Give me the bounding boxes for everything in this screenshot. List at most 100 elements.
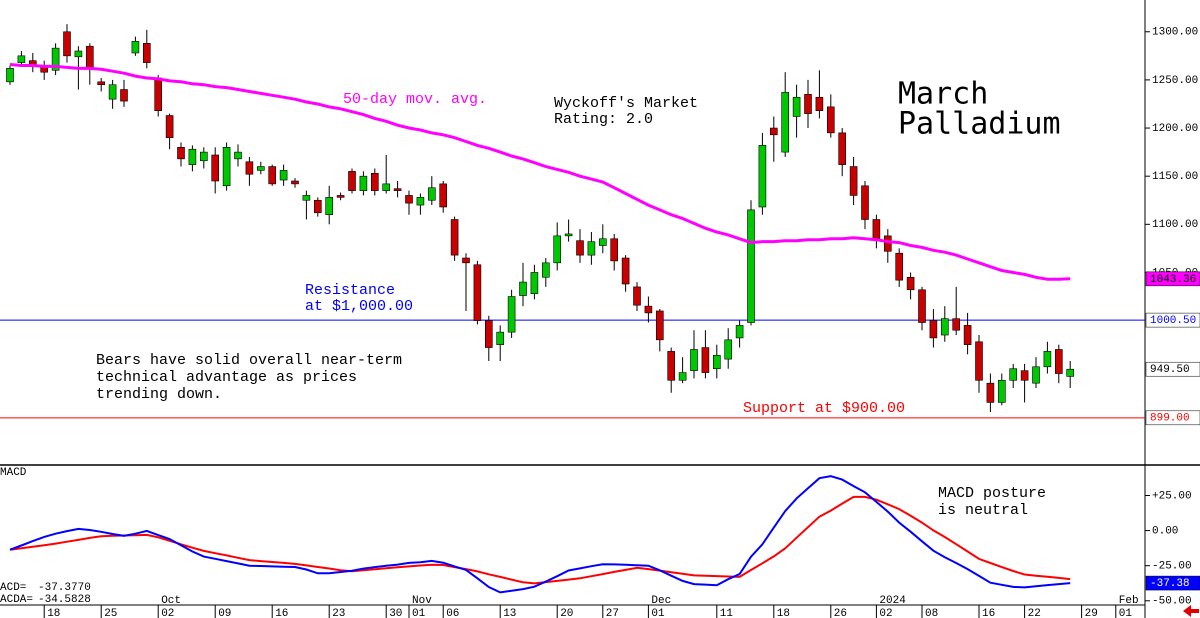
candle-body — [416, 197, 425, 206]
x-tick-label: 30 — [389, 608, 402, 618]
x-tick-label: 01 — [412, 608, 426, 618]
x-tick-label: 06 — [446, 608, 459, 618]
x-tick-label: 16 — [982, 608, 995, 618]
scroll-arrow-icon[interactable] — [1183, 605, 1199, 617]
candle-body — [188, 148, 197, 165]
candle-body — [211, 154, 219, 182]
panel-title: MACD — [0, 467, 27, 479]
candle-body — [405, 195, 413, 204]
indicator-line — [9, 475, 1071, 594]
candle-body — [177, 146, 185, 160]
candle-body — [929, 320, 938, 339]
last-price-label: 949.50 — [1150, 364, 1190, 376]
x-tick-label: 18 — [47, 608, 60, 618]
readout-value: -37.3770 — [38, 582, 91, 594]
candle-body — [712, 354, 721, 370]
candle-body — [108, 84, 117, 100]
candle-body — [918, 289, 926, 323]
candle-body — [667, 351, 676, 381]
comment-note: technical advantage as prices — [96, 369, 357, 386]
candle-body — [359, 175, 368, 191]
readout-label: ACDA= — [0, 594, 33, 606]
indicator-note: MACD posture — [938, 485, 1046, 502]
candle-body — [530, 272, 539, 294]
comment-note: trending down. — [96, 386, 222, 403]
candle-body — [74, 50, 83, 58]
x-tick-label: 02 — [161, 608, 174, 618]
x-tick-label: 23 — [332, 608, 345, 618]
y-tick-label: 1250.00 — [1152, 75, 1198, 87]
readout-label: ACD= — [0, 582, 26, 594]
indicator-last-label-box — [1145, 575, 1200, 591]
candle-body — [222, 146, 231, 187]
candle-body — [906, 276, 915, 291]
candle-body — [519, 281, 527, 296]
resistance-note: at $1,000.00 — [305, 298, 413, 315]
candle-body — [63, 31, 71, 57]
candle-body — [1055, 349, 1063, 374]
candle-body — [165, 115, 174, 138]
candle-body — [781, 92, 790, 153]
candle-body — [758, 145, 767, 208]
candle-body — [234, 151, 242, 160]
moving-average-name: 50-day mov. avg. — [343, 91, 487, 108]
candle-body — [382, 183, 391, 191]
candle-body — [644, 305, 653, 314]
candle-body — [325, 197, 334, 215]
candle-body — [735, 325, 744, 339]
candle-body — [462, 257, 470, 264]
resistance-note: Resistance — [305, 282, 395, 299]
candle-body — [633, 286, 641, 306]
candle-body — [507, 296, 516, 333]
x-tick-label: 18 — [777, 608, 790, 618]
reference-label-box — [1145, 312, 1200, 328]
candle-body — [804, 94, 812, 114]
reference-label: 899.00 — [1150, 413, 1190, 425]
candle-body — [747, 209, 755, 323]
candle-body — [450, 219, 459, 256]
candle-body — [86, 45, 94, 69]
indicator-last-label: -37.38 — [1150, 578, 1190, 590]
reference-label-box — [1145, 410, 1200, 426]
readout-value: -34.5828 — [38, 594, 91, 606]
rating-note: Wyckoff's Market — [554, 95, 698, 112]
candle-body — [473, 264, 482, 321]
y-tick-label: -50.00 — [1152, 596, 1192, 608]
candle-body — [348, 171, 356, 191]
y-tick-label: -25.00 — [1152, 561, 1192, 573]
month-label: Dec — [651, 595, 671, 607]
candle-body — [883, 235, 892, 252]
candle-body — [940, 318, 949, 336]
candle-body — [769, 127, 778, 136]
x-tick-label: 01 — [1119, 608, 1133, 618]
candle-body — [256, 166, 265, 171]
candle-body — [154, 77, 162, 112]
candle-body — [439, 183, 448, 208]
candle-body — [370, 172, 379, 191]
candle-body — [17, 55, 26, 63]
candle-body — [279, 170, 288, 181]
y-tick-label: 1100.00 — [1152, 219, 1198, 231]
x-tick-label: 02 — [879, 608, 892, 618]
x-tick-label: 29 — [1085, 608, 1098, 618]
candle-body — [291, 180, 299, 185]
x-tick-label: 01 — [651, 608, 665, 618]
support-note: Support at $900.00 — [743, 400, 905, 417]
month-label: Feb — [1119, 595, 1139, 607]
candle-body — [553, 235, 562, 264]
x-tick-label: 25 — [104, 608, 117, 618]
rating-note: Rating: 2.0 — [554, 111, 653, 128]
candle-body — [576, 240, 584, 256]
month-label: Nov — [412, 595, 432, 607]
candle-body — [598, 238, 607, 246]
indicator-note: is neutral — [938, 502, 1028, 519]
candle-body — [587, 241, 596, 256]
indicator-line — [9, 495, 1071, 585]
candle-body — [1066, 368, 1074, 377]
candle-body — [484, 320, 493, 348]
candle-body — [336, 195, 345, 198]
candle-body — [838, 132, 847, 165]
x-tick-label: 09 — [218, 608, 231, 618]
x-tick-label: 16 — [275, 608, 288, 618]
moving-average-label: 1043.36 — [1150, 274, 1196, 286]
